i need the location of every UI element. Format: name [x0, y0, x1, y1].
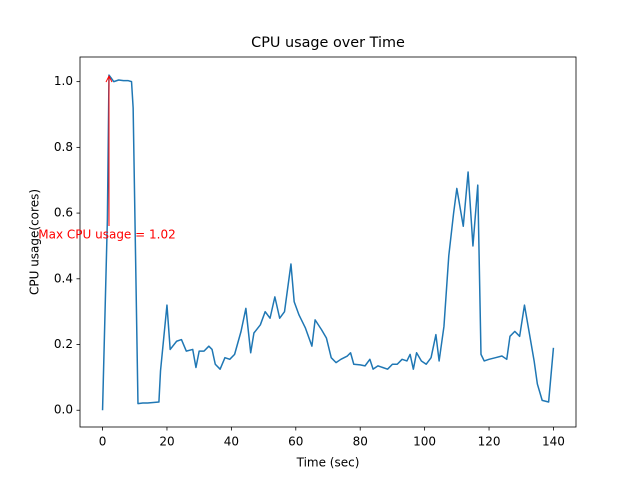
y-tick-label: 0.8: [54, 140, 73, 154]
x-tick-label: 60: [288, 435, 303, 449]
annotation: Max CPU usage = 1.02: [38, 228, 175, 242]
y-tick-label: 1.0: [54, 74, 73, 88]
y-tick-label: 0.4: [54, 271, 73, 285]
x-tick-label: 100: [413, 435, 436, 449]
x-tick-label: 120: [478, 435, 501, 449]
y-tick-label: 0.2: [54, 337, 73, 351]
x-axis-label: Time (sec): [296, 456, 360, 470]
x-tick-label: 0: [99, 435, 107, 449]
y-axis-label: CPU usage(cores): [28, 189, 42, 295]
chart-title: CPU usage over Time: [251, 35, 405, 51]
x-tick-label: 20: [159, 435, 174, 449]
x-tick-label: 80: [353, 435, 368, 449]
x-tick-label: 40: [224, 435, 239, 449]
y-tick-label: 0.6: [54, 206, 73, 220]
axes-frame: [79, 56, 577, 428]
x-tick-label: 140: [542, 435, 565, 449]
y-tick-label: 0.0: [54, 403, 73, 417]
annotation-arrowhead: [105, 74, 113, 83]
line-series: [101, 74, 555, 411]
